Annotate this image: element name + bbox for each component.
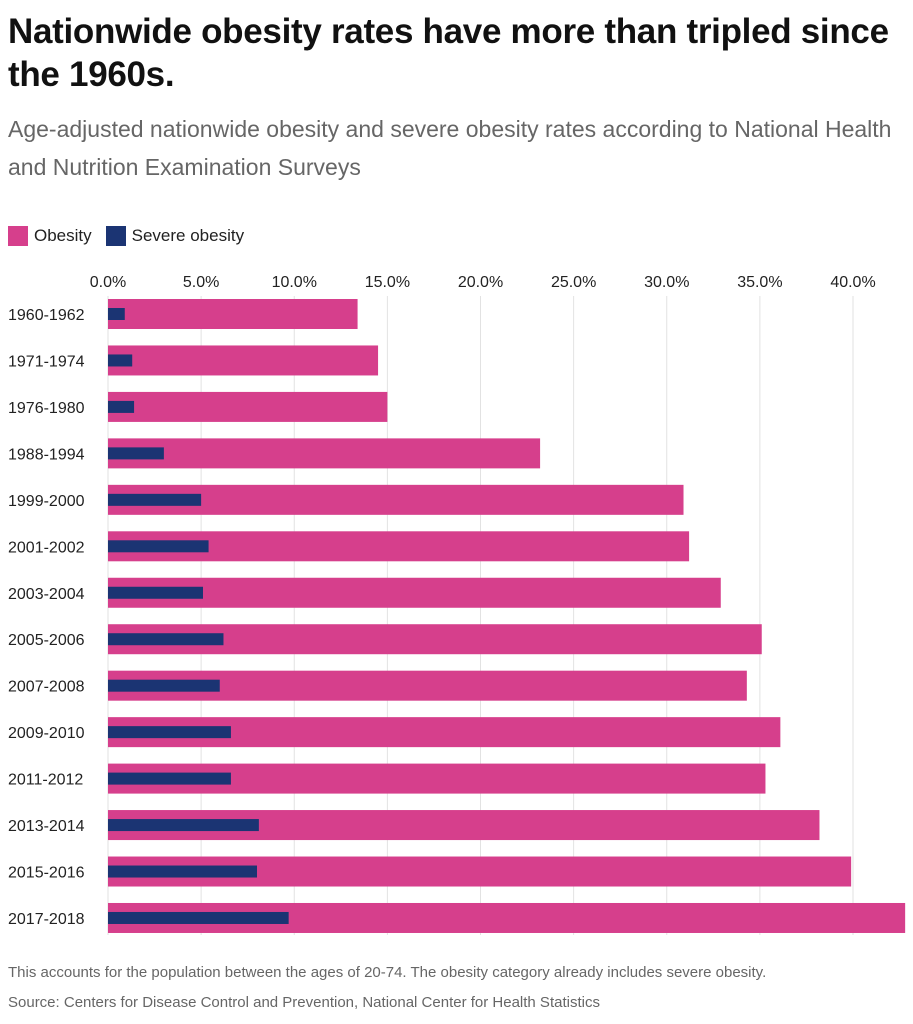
bar-severe-obesity (108, 633, 224, 646)
bar-obesity (108, 438, 541, 469)
x-tick-label: 25.0% (551, 274, 596, 291)
legend-label-severe-obesity: Severe obesity (131, 226, 245, 245)
category-label: 2017-2018 (8, 911, 85, 928)
bar-severe-obesity (108, 586, 203, 599)
bar-obesity (108, 299, 358, 329)
bar-severe-obesity (108, 819, 259, 832)
category-label: 2015-2016 (8, 865, 85, 882)
category-label: 1971-1974 (8, 353, 85, 370)
bar-obesity (108, 484, 684, 515)
category-label: 2011-2012 (8, 772, 83, 789)
x-tick-label: 0.0% (90, 274, 126, 291)
bar-severe-obesity (108, 911, 289, 924)
bar-severe-obesity (108, 540, 209, 553)
bar-severe-obesity (108, 493, 202, 506)
bar-severe-obesity (108, 726, 231, 739)
bar-severe-obesity (108, 447, 164, 460)
category-label: 2003-2004 (8, 586, 85, 603)
legend-item-obesity: Obesity (8, 226, 92, 246)
category-label: 2005-2006 (8, 632, 85, 649)
bar-obesity (108, 577, 721, 608)
footnote: This accounts for the population between… (8, 964, 767, 981)
chart-subtitle: Age-adjusted nationwide obesity and seve… (8, 116, 892, 180)
chart-title: Nationwide obesity rates have more than … (8, 12, 889, 94)
x-tick-label: 30.0% (644, 274, 689, 291)
bar-severe-obesity (108, 679, 220, 692)
category-label: 1960-1962 (8, 307, 85, 324)
category-label: 2001-2002 (8, 539, 85, 556)
category-label: 1976-1980 (8, 400, 85, 417)
legend-item-severe-obesity: Severe obesity (105, 226, 245, 246)
category-label: 1999-2000 (8, 493, 85, 510)
bar-chart: 0.0% 5.0% 10.0% 15.0% 20.0% 25.0% 30.0% 35.0% 40… (8, 274, 906, 935)
legend-swatch-severe-obesity (105, 226, 126, 246)
x-tick-label: 15.0% (365, 274, 410, 291)
x-tick-label: 10.0% (272, 274, 317, 291)
bar-severe-obesity (108, 308, 125, 320)
legend-label-obesity: Obesity (34, 226, 92, 245)
legend: Obesity Severe obesity (8, 226, 258, 246)
category-label: 2009-2010 (8, 725, 85, 742)
x-tick-label: 40.0% (830, 274, 875, 291)
x-tick-label: 35.0% (737, 274, 782, 291)
x-tick-label: 5.0% (183, 274, 219, 291)
bar-obesity (108, 345, 379, 376)
bar-obesity (108, 391, 388, 422)
bar-severe-obesity (108, 865, 257, 878)
bar-severe-obesity (108, 354, 133, 367)
source-note: Source: Centers for Disease Control and … (8, 994, 600, 1011)
legend-swatch-obesity (8, 226, 28, 246)
category-label: 2007-2008 (8, 679, 85, 696)
x-tick-label: 20.0% (458, 274, 503, 291)
category-label: 1988-1994 (8, 446, 85, 463)
category-label: 2013-2014 (8, 818, 85, 835)
bar-severe-obesity (108, 400, 135, 413)
bar-severe-obesity (108, 772, 231, 785)
